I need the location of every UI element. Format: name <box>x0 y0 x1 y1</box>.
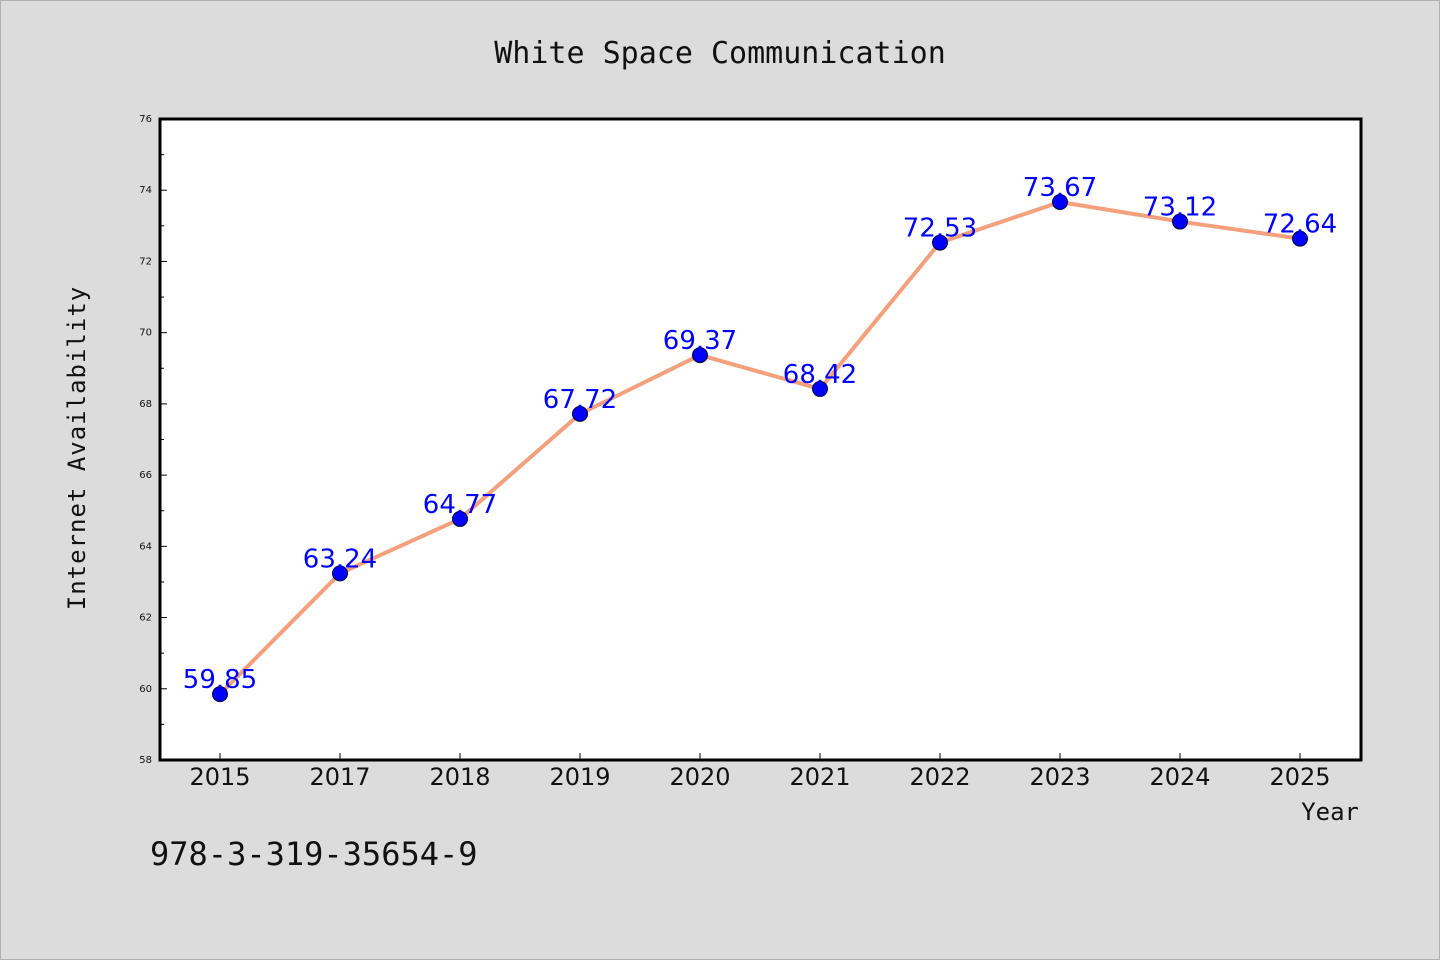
x-tick-label: 2020 <box>669 763 730 791</box>
data-point <box>332 565 348 582</box>
data-point <box>812 380 828 397</box>
y-tick-label: 58 <box>139 755 152 766</box>
data-point <box>932 234 948 251</box>
x-tick-label: 2025 <box>1269 763 1330 791</box>
isbn-text: 978-3-319-35654-9 <box>150 835 478 873</box>
chart-title: White Space Communication <box>494 36 946 71</box>
data-point <box>212 686 228 703</box>
x-tick-label: 2019 <box>549 763 610 791</box>
y-tick-label: 60 <box>139 684 152 695</box>
x-axis-ticks: 2015 2017 2018 2019 2020 2021 2022 2023 2024 2025 <box>189 753 1331 791</box>
x-axis-label: Year <box>1301 798 1359 826</box>
x-tick-label: 2023 <box>1029 763 1090 791</box>
data-point <box>692 347 708 364</box>
x-tick-label: 2018 <box>429 763 490 791</box>
plot-area <box>158 117 1363 762</box>
data-label: 69.37 <box>663 326 737 356</box>
data-label: 63.24 <box>303 544 377 574</box>
x-tick-label: 2015 <box>189 763 250 791</box>
data-label: 73.67 <box>1023 173 1097 203</box>
y-axis-label: Internet Availability <box>63 286 91 610</box>
x-tick-label: 2022 <box>909 763 970 791</box>
y-tick-label: 70 <box>139 328 152 339</box>
y-tick-label: 66 <box>139 470 152 481</box>
data-point <box>1052 193 1068 210</box>
data-point <box>452 510 468 527</box>
series-group <box>212 193 1308 703</box>
data-label: 68.42 <box>783 360 857 390</box>
data-labels: 59.85 63.24 64.77 67.72 69.37 68.42 72.53 73.67… <box>183 173 1337 695</box>
data-point <box>1172 213 1188 230</box>
data-label: 59.85 <box>183 665 257 695</box>
series-line <box>218 199 1302 697</box>
y-tick-label: 74 <box>139 185 152 196</box>
y-tick-label: 62 <box>139 613 152 624</box>
data-point <box>572 405 588 422</box>
data-label: 64.77 <box>423 490 497 520</box>
x-tick-label: 2021 <box>789 763 850 791</box>
y-tick-label: 68 <box>139 399 152 410</box>
x-tick-label: 2024 <box>1149 763 1210 791</box>
y-axis-ticks: 58 60 62 64 66 68 70 72 74 76 <box>139 114 167 766</box>
data-label: 72.53 <box>903 214 977 244</box>
y-tick-label: 76 <box>139 114 152 125</box>
y-tick-label: 64 <box>139 541 152 552</box>
y-tick-label: 72 <box>139 256 152 267</box>
data-label: 73.12 <box>1143 193 1217 223</box>
x-tick-label: 2017 <box>309 763 370 791</box>
data-label: 72.64 <box>1263 210 1337 240</box>
data-label: 67.72 <box>543 385 617 415</box>
data-point <box>1292 230 1308 247</box>
